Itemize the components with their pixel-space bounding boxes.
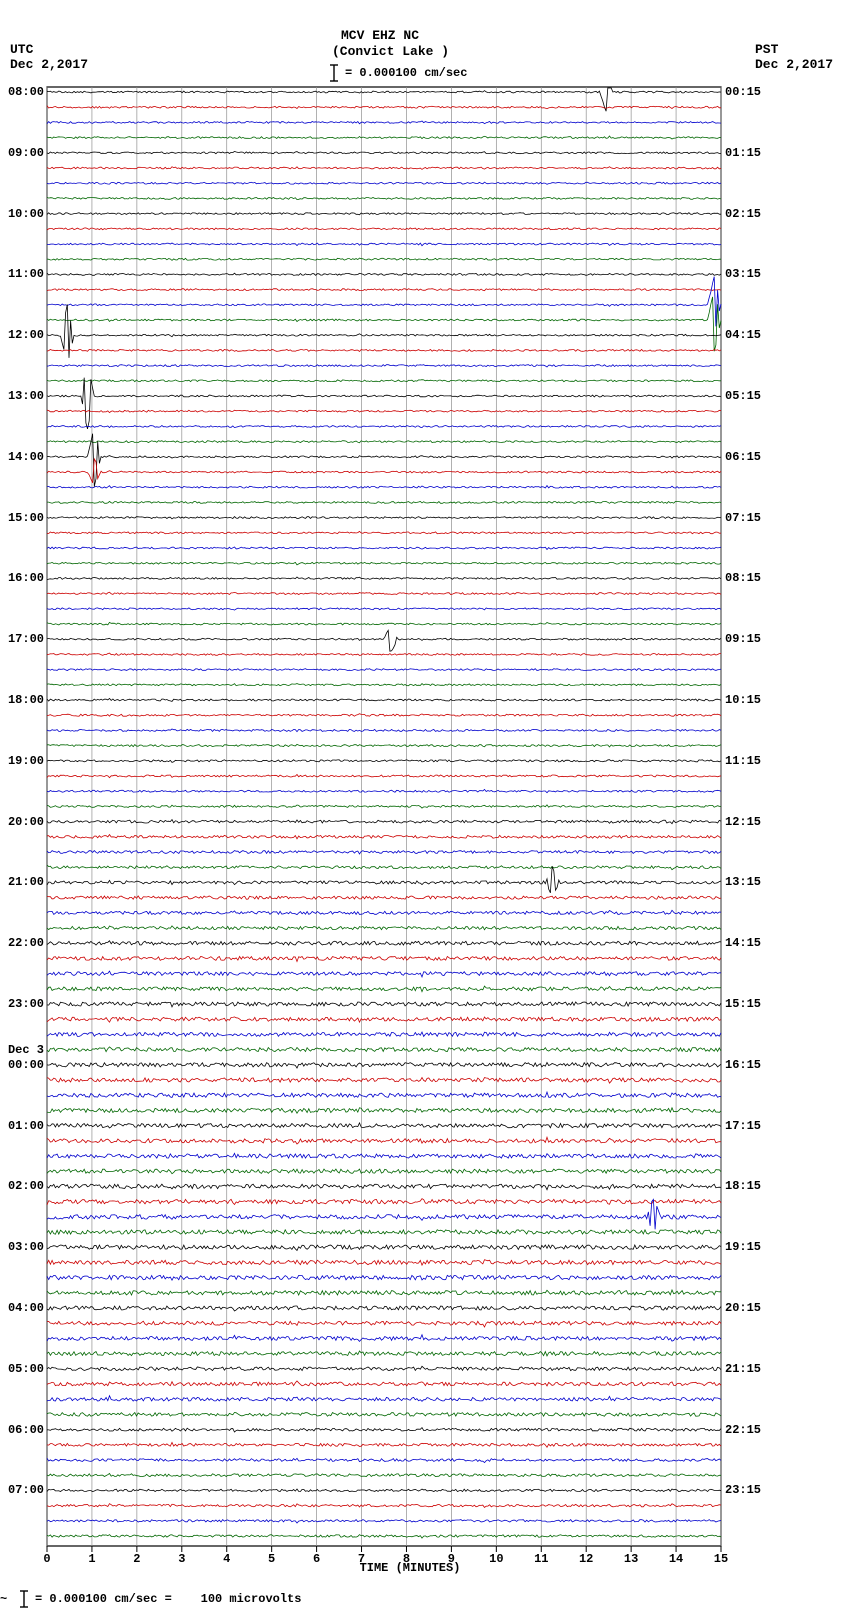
utc-hour-label: 08:00 [0, 85, 44, 99]
pst-hour-label: 11:15 [725, 754, 769, 768]
pst-hour-label: 01:15 [725, 146, 769, 160]
pst-hour-label: 15:15 [725, 997, 769, 1011]
utc-hour-label: 06:00 [0, 1423, 44, 1437]
utc-hour-label: 17:00 [0, 632, 44, 646]
utc-hour-label: 02:00 [0, 1179, 44, 1193]
pst-hour-label: 08:15 [725, 571, 769, 585]
x-tick-label: 3 [172, 1552, 192, 1566]
utc-hour-label: 16:00 [0, 571, 44, 585]
pst-hour-label: 16:15 [725, 1058, 769, 1072]
pst-hour-label: 18:15 [725, 1179, 769, 1193]
pst-hour-label: 04:15 [725, 328, 769, 342]
utc-hour-label: 22:00 [0, 936, 44, 950]
x-tick-label: 8 [396, 1552, 416, 1566]
x-tick-label: 11 [531, 1552, 551, 1566]
pst-hour-label: 10:15 [725, 693, 769, 707]
pst-hour-label: 06:15 [725, 450, 769, 464]
pst-hour-label: 19:15 [725, 1240, 769, 1254]
utc-hour-label: 13:00 [0, 389, 44, 403]
seismogram-helicorder: MCV EHZ NC (Convict Lake ) UTC Dec 2,201… [0, 0, 850, 1613]
pst-hour-label: 02:15 [725, 207, 769, 221]
pst-hour-label: 00:15 [725, 85, 769, 99]
x-tick-label: 10 [486, 1552, 506, 1566]
utc-hour-label: 05:00 [0, 1362, 44, 1376]
pst-hour-label: 03:15 [725, 267, 769, 281]
x-tick-label: 13 [621, 1552, 641, 1566]
helicorder-plot [0, 0, 850, 1613]
pst-hour-label: 20:15 [725, 1301, 769, 1315]
pst-hour-label: 22:15 [725, 1423, 769, 1437]
utc-hour-label: 14:00 [0, 450, 44, 464]
x-tick-label: 7 [352, 1552, 372, 1566]
pst-hour-label: 12:15 [725, 815, 769, 829]
utc-hour-label: 23:00 [0, 997, 44, 1011]
pst-hour-label: 05:15 [725, 389, 769, 403]
x-tick-label: 1 [82, 1552, 102, 1566]
utc-day2-label: Dec 3 [0, 1043, 44, 1057]
x-tick-label: 6 [307, 1552, 327, 1566]
utc-hour-label: 04:00 [0, 1301, 44, 1315]
x-tick-label: 0 [37, 1552, 57, 1566]
pst-hour-label: 09:15 [725, 632, 769, 646]
x-tick-label: 5 [262, 1552, 282, 1566]
utc-hour-label: 01:00 [0, 1119, 44, 1133]
utc-hour-label: 07:00 [0, 1483, 44, 1497]
x-tick-label: 4 [217, 1552, 237, 1566]
x-tick-label: 15 [711, 1552, 731, 1566]
utc-hour-label: 15:00 [0, 511, 44, 525]
footer-scale-text: = 0.000100 cm/sec = 100 microvolts [35, 1592, 301, 1606]
utc-hour-label: 12:00 [0, 328, 44, 342]
pst-hour-label: 17:15 [725, 1119, 769, 1133]
utc-hour-label: 21:00 [0, 875, 44, 889]
utc-hour-label: 10:00 [0, 207, 44, 221]
utc-hour-label: 20:00 [0, 815, 44, 829]
utc-hour-label: 09:00 [0, 146, 44, 160]
pst-hour-label: 23:15 [725, 1483, 769, 1497]
utc-hour-label: 19:00 [0, 754, 44, 768]
x-tick-label: 14 [666, 1552, 686, 1566]
footer-tilde: ~ [0, 1592, 7, 1606]
x-tick-label: 2 [127, 1552, 147, 1566]
utc-hour-label: 18:00 [0, 693, 44, 707]
pst-hour-label: 21:15 [725, 1362, 769, 1376]
x-tick-label: 9 [441, 1552, 461, 1566]
pst-hour-label: 07:15 [725, 511, 769, 525]
utc-hour-label: 00:00 [0, 1058, 44, 1072]
utc-hour-label: 03:00 [0, 1240, 44, 1254]
pst-hour-label: 13:15 [725, 875, 769, 889]
utc-hour-label: 11:00 [0, 267, 44, 281]
pst-hour-label: 14:15 [725, 936, 769, 950]
x-tick-label: 12 [576, 1552, 596, 1566]
